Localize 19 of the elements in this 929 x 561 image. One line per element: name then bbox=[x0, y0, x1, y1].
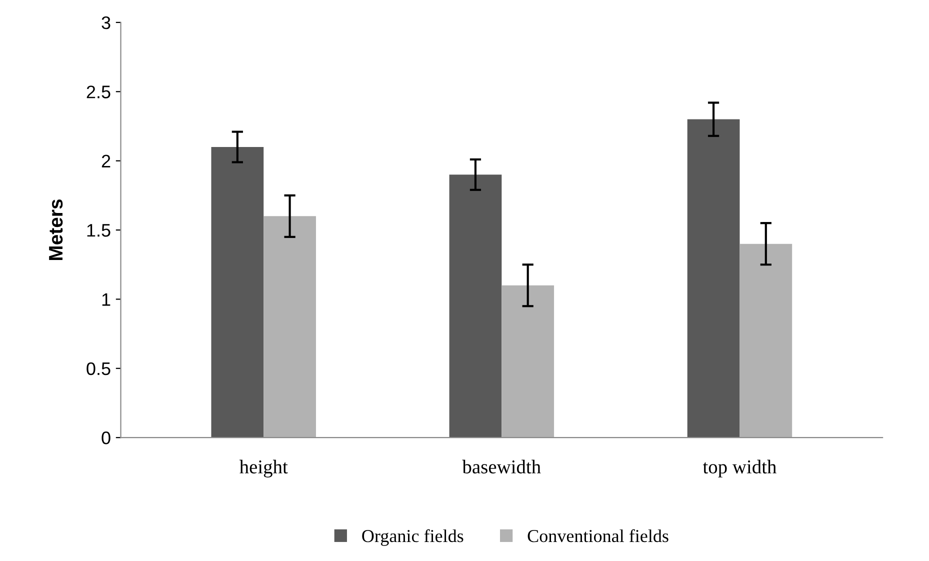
y-tick-label: 2 bbox=[102, 154, 110, 168]
bar bbox=[502, 285, 554, 438]
legend-label: Conventional fields bbox=[528, 529, 668, 542]
bar bbox=[687, 119, 740, 438]
x-tick-label: basewidth bbox=[462, 460, 541, 474]
y-tick-label: 1 bbox=[102, 293, 110, 306]
y-tick-label: 0 bbox=[102, 432, 110, 444]
x-tick-label: height bbox=[239, 460, 288, 478]
y-axis-title: Meters bbox=[49, 199, 63, 260]
bar bbox=[740, 244, 792, 438]
y-tick-label: 0.5 bbox=[86, 362, 110, 376]
x-tick-label: top width bbox=[702, 460, 776, 478]
bar bbox=[264, 216, 316, 438]
legend-label: Organic fields bbox=[362, 529, 464, 546]
bar bbox=[449, 174, 502, 438]
y-tick-label: 3 bbox=[102, 16, 110, 30]
bar bbox=[211, 146, 264, 438]
y-tick-label: 1.5 bbox=[87, 224, 110, 237]
y-tick-label: 2.5 bbox=[86, 86, 110, 98]
